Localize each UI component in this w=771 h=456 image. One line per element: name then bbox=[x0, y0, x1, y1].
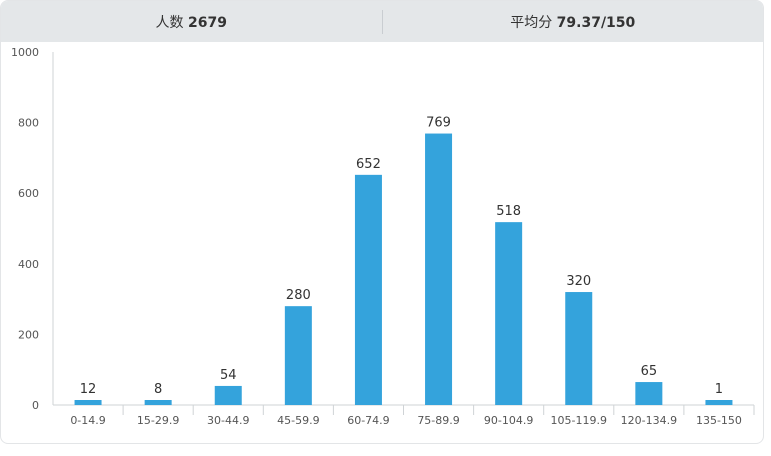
x-tick-label: 60-74.9 bbox=[347, 414, 389, 427]
header-divider bbox=[381, 9, 383, 34]
bar[interactable] bbox=[74, 400, 102, 405]
y-tick-label: 0 bbox=[32, 399, 39, 412]
x-tick-label: 0-14.9 bbox=[70, 414, 105, 427]
x-tick-label: 105-119.9 bbox=[551, 414, 607, 427]
participant-count: 人数 2679 bbox=[1, 12, 382, 32]
average-score-value: 79.37/150 bbox=[556, 14, 636, 31]
x-tick-label: 45-59.9 bbox=[277, 414, 319, 427]
y-tick-label: 800 bbox=[18, 117, 39, 130]
bar[interactable] bbox=[214, 385, 242, 405]
summary-header: 人数 2679 平均分 79.37/150 bbox=[1, 1, 763, 42]
bar[interactable] bbox=[425, 133, 453, 405]
data-labels: 12 8 54 280 652 769 518 320 65 1 bbox=[80, 116, 723, 397]
data-label: 65 bbox=[641, 364, 658, 379]
y-tick-label: 1000 bbox=[11, 46, 39, 59]
data-label: 769 bbox=[426, 116, 451, 131]
x-axis: 0-14.9 15-29.9 30-44.9 45-59.9 60-74.9 75-89.… bbox=[53, 404, 755, 427]
x-tick-label: 30-44.9 bbox=[207, 414, 249, 427]
y-tick-label: 400 bbox=[18, 258, 39, 271]
data-label: 320 bbox=[566, 274, 591, 289]
x-tick-label: 135-150 bbox=[696, 414, 742, 427]
x-tick-label: 15-29.9 bbox=[137, 414, 179, 427]
data-label: 518 bbox=[496, 204, 521, 219]
y-tick-label: 200 bbox=[18, 328, 39, 341]
bar[interactable] bbox=[565, 292, 593, 405]
bar[interactable] bbox=[354, 174, 382, 405]
y-axis: 0 200 400 600 800 1000 bbox=[11, 46, 54, 412]
bars bbox=[74, 133, 733, 405]
participant-count-label: 人数 bbox=[155, 14, 184, 31]
x-tick-label: 75-89.9 bbox=[417, 414, 459, 427]
x-tick-label: 90-104.9 bbox=[484, 414, 533, 427]
data-label: 12 bbox=[80, 382, 97, 397]
bar[interactable] bbox=[495, 222, 523, 405]
score-distribution-card: 人数 2679 平均分 79.37/150 0 200 400 600 800 1000 … bbox=[0, 0, 764, 444]
average-score: 平均分 79.37/150 bbox=[383, 12, 764, 32]
bar[interactable] bbox=[635, 382, 663, 405]
bar[interactable] bbox=[284, 306, 312, 405]
data-label: 652 bbox=[356, 157, 381, 172]
data-label: 1 bbox=[715, 382, 723, 397]
data-label: 54 bbox=[220, 368, 237, 383]
data-label: 280 bbox=[286, 288, 311, 303]
x-tick-label: 120-134.9 bbox=[621, 414, 677, 427]
bar[interactable] bbox=[705, 400, 733, 405]
score-histogram: 0 200 400 600 800 1000 0-14.9 15-29.9 30-44.9 45… bbox=[11, 46, 755, 427]
bar[interactable] bbox=[144, 400, 172, 405]
data-label: 8 bbox=[154, 382, 162, 397]
average-score-label: 平均分 bbox=[510, 14, 553, 31]
y-tick-label: 600 bbox=[18, 187, 39, 200]
participant-count-value: 2679 bbox=[187, 14, 227, 31]
